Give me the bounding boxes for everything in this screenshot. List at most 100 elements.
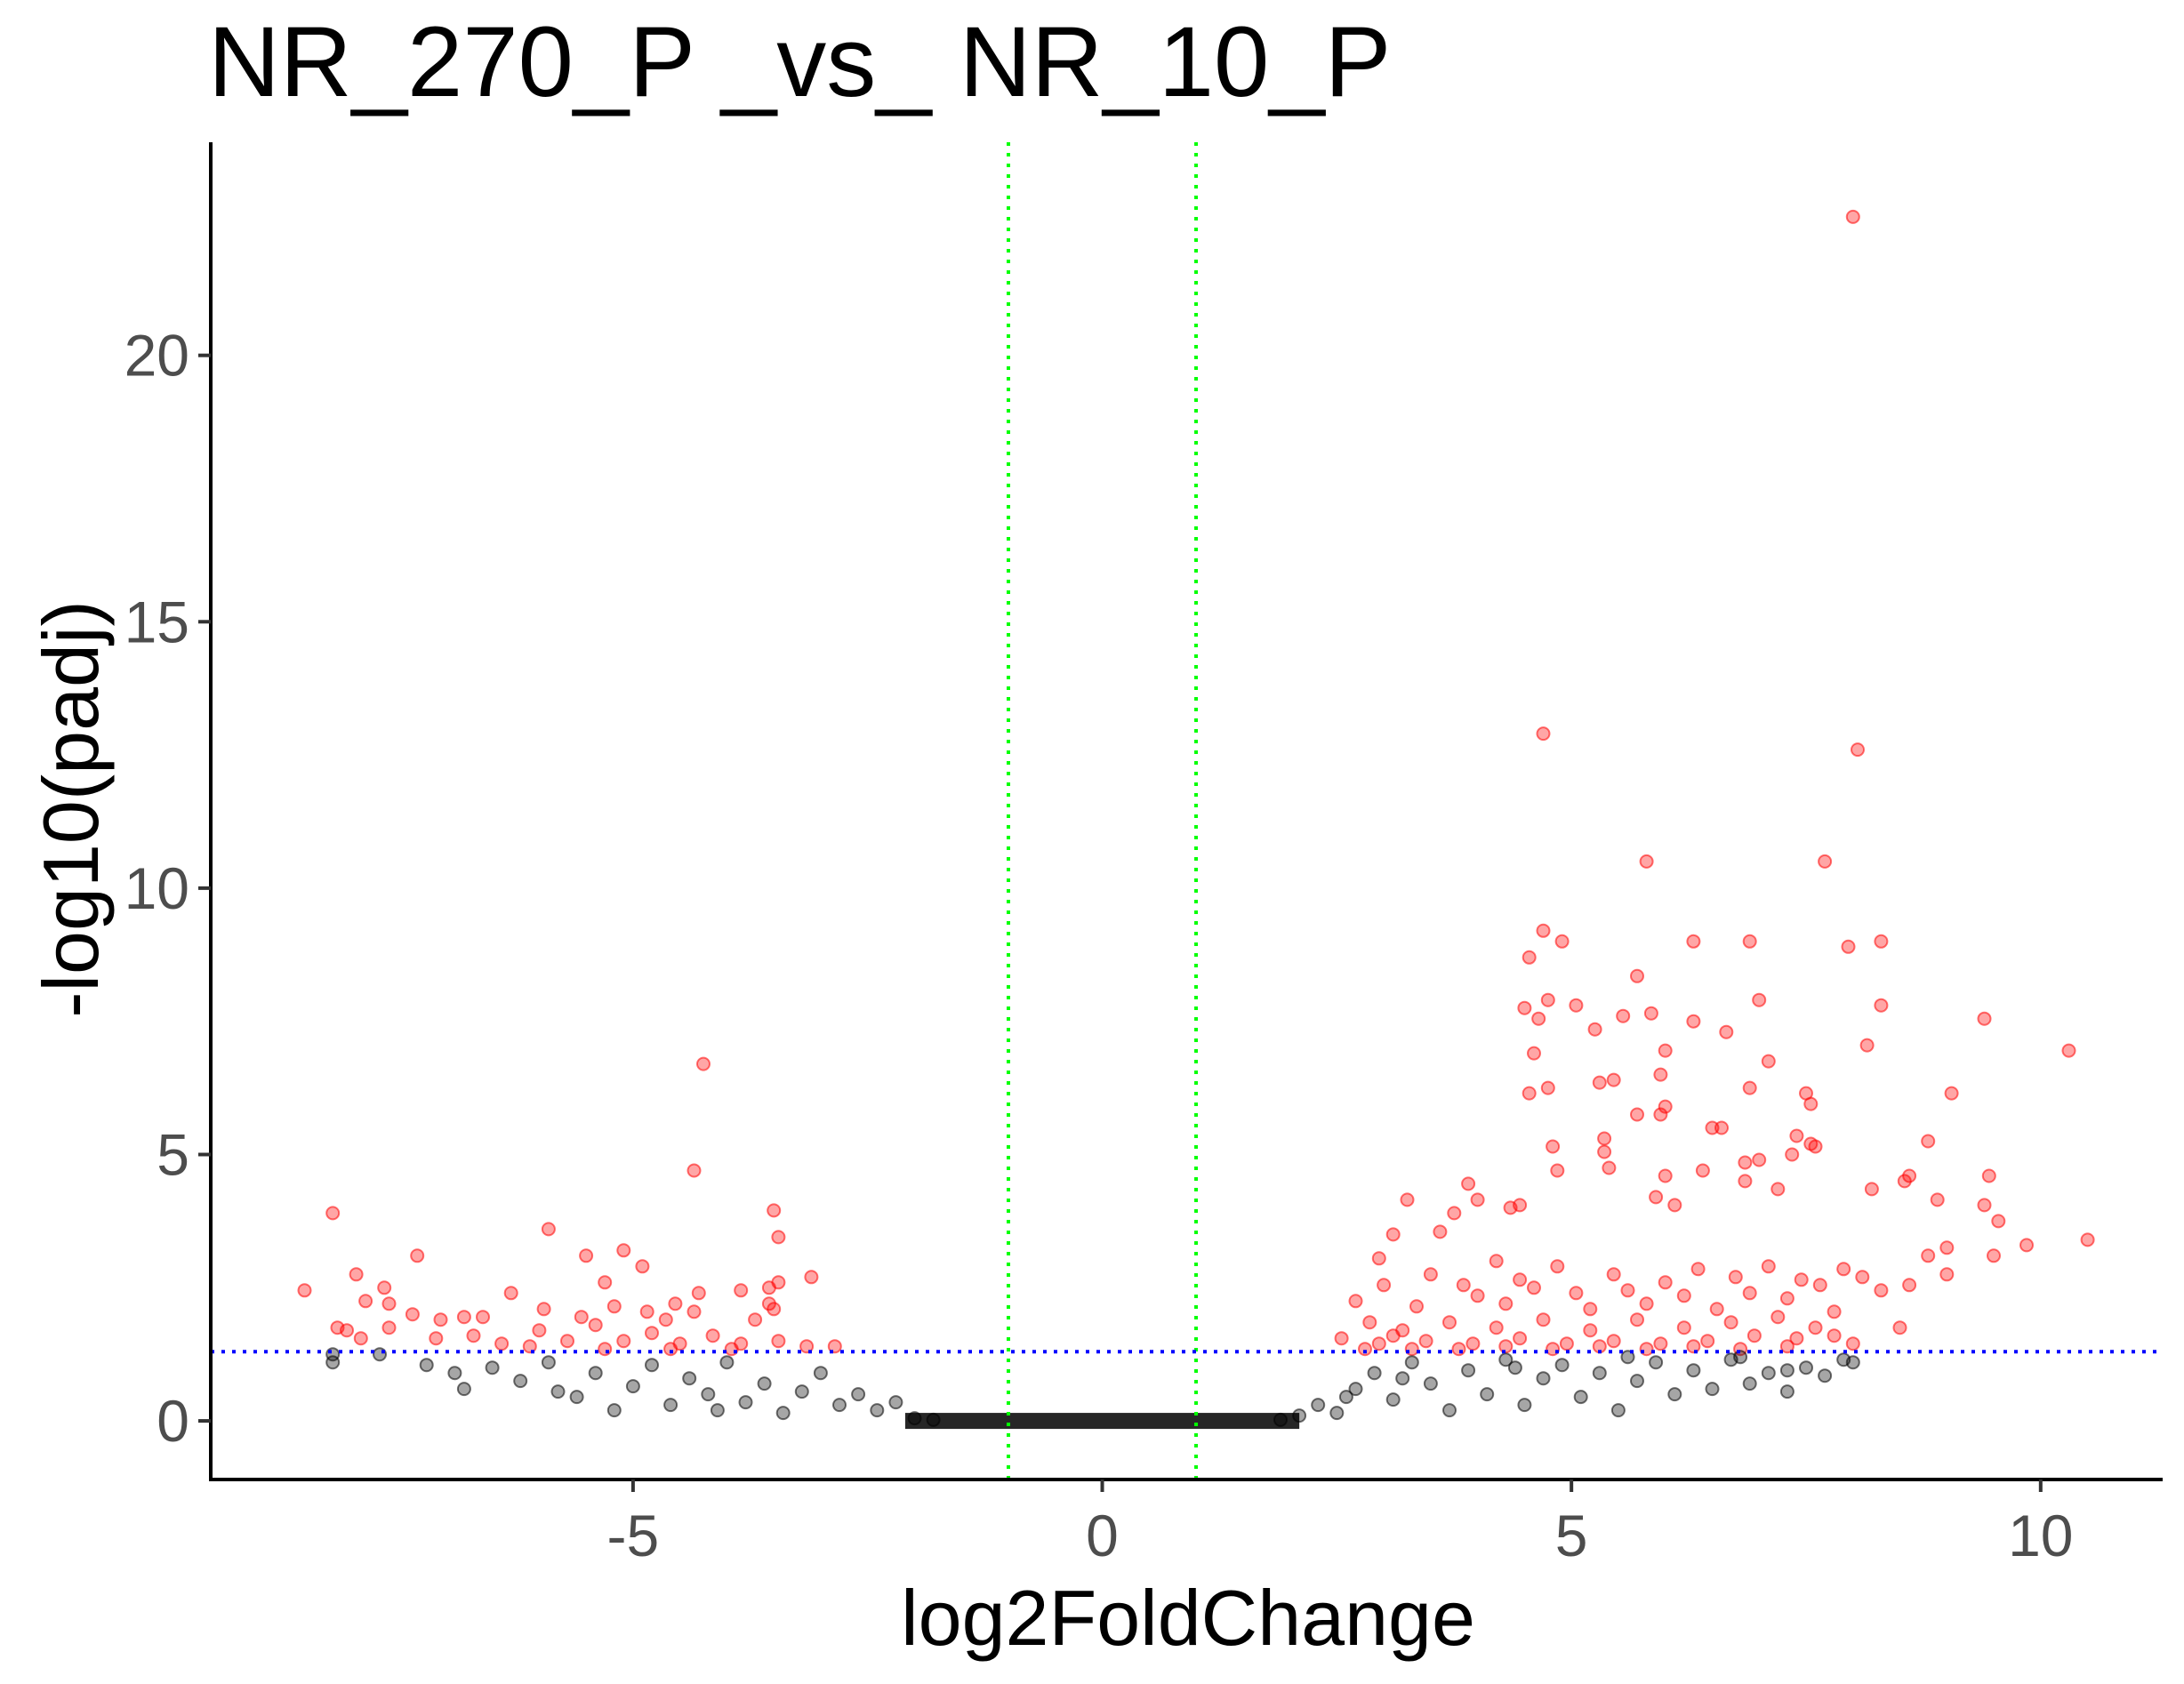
y-axis-title: -log10(padj) [27,600,115,1018]
data-point-significant [1569,998,1584,1013]
data-point-not-significant [1480,1387,1495,1402]
data-point-significant [1606,1334,1621,1349]
data-point-significant [536,1302,551,1317]
data-point-significant [1461,1176,1476,1191]
data-point-not-significant [1742,1376,1757,1391]
data-point-significant [1818,854,1833,869]
data-point-significant [377,1280,392,1295]
data-point-significant [1700,1334,1715,1349]
data-point-significant [1987,1248,2001,1263]
data-point-significant [1686,934,1701,949]
data-point-not-significant [1507,1360,1522,1375]
data-point-not-significant [1733,1350,1748,1365]
data-point-not-significant [1385,1392,1401,1407]
data-point-significant [1921,1134,1936,1149]
data-point-not-significant [907,1411,922,1426]
data-point-significant [1874,998,1889,1013]
data-point-not-significant [1620,1350,1635,1365]
data-point-significant [1892,1320,1907,1335]
data-point-not-significant [588,1366,603,1381]
data-point-significant [748,1312,763,1327]
data-point-significant [1977,1011,1992,1026]
data-point-significant [2080,1232,2095,1247]
data-point-significant [1569,1286,1584,1301]
data-point-significant [1902,1278,1917,1293]
data-point-significant [476,1310,490,1325]
data-point-not-significant [645,1358,659,1373]
data-point-significant [1658,1099,1673,1114]
data-point-not-significant [513,1374,528,1389]
data-point-significant [1944,1086,1959,1101]
data-point-not-significant [447,1366,462,1381]
data-point-not-significant [1818,1368,1833,1383]
data-point-significant [1779,1339,1795,1354]
data-point-significant [1714,1120,1729,1135]
data-point-not-significant [1705,1382,1720,1397]
y-tick-label: 15 [124,589,189,654]
data-point-significant [1465,1336,1481,1351]
data-point-significant [1358,1342,1372,1357]
data-point-significant [1812,1278,1827,1293]
data-point-significant [1719,1024,1734,1039]
data-point-significant [297,1283,312,1298]
data-point-not-significant [1395,1371,1410,1386]
data-point-not-significant [888,1395,903,1410]
data-point-significant [1827,1304,1842,1319]
data-point-not-significant [1686,1363,1701,1378]
data-point-significant [1709,1302,1724,1317]
chart-title: NR_270_P _vs_ NR_10_P [208,6,1391,117]
data-point-significant [1779,1291,1795,1306]
data-point-not-significant [541,1355,556,1370]
data-point-not-significant [1554,1358,1570,1373]
data-point-not-significant [1779,1384,1795,1399]
data-point-significant [1371,1251,1386,1266]
baseline-point-band [904,1413,1300,1430]
data-point-significant [1864,1182,1879,1197]
data-point-significant [1695,1163,1710,1178]
data-point-significant [1658,1043,1673,1058]
data-point-significant [1442,1315,1457,1330]
data-point-significant [1536,1312,1551,1327]
data-point-significant [381,1320,397,1335]
data-point-not-significant [1845,1355,1860,1370]
data-point-significant [1686,1339,1701,1354]
data-point-not-significant [1498,1352,1514,1367]
data-point-not-significant [794,1384,809,1399]
data-point-significant [1653,1107,1668,1122]
data-point-significant [1554,934,1570,949]
data-point-significant [1752,992,1767,1007]
data-point-significant [1540,1080,1555,1095]
data-point-significant [588,1318,603,1333]
data-point-significant [598,1275,613,1290]
data-point-significant [1653,1336,1668,1351]
data-point-not-significant [1573,1390,1588,1405]
data-point-significant [1433,1224,1448,1239]
data-point-significant [606,1299,622,1314]
data-point-significant [1597,1131,1612,1146]
data-point-significant [767,1203,782,1218]
data-point-significant [663,1342,678,1357]
data-point-significant [1371,1336,1386,1351]
data-point-significant [1348,1294,1363,1309]
data-point-significant [1752,1152,1767,1167]
data-point-significant [1738,1155,1753,1170]
data-point-significant [1939,1240,1955,1255]
data-point-significant [466,1328,481,1343]
data-point-not-significant [1423,1376,1438,1391]
data-point-significant [1616,1008,1631,1023]
data-point-significant [1395,1323,1410,1338]
data-point-significant [1592,1075,1607,1090]
data-point-significant [1639,1296,1654,1311]
y-tick-label: 0 [157,1388,189,1454]
data-point-not-significant [569,1390,584,1405]
data-point-significant [1859,1038,1875,1053]
data-point-not-significant [1367,1366,1382,1381]
data-point-not-significant [710,1403,725,1418]
data-point-significant [2019,1238,2034,1253]
data-point-significant [1991,1214,2006,1229]
data-point-significant [1930,1192,1945,1207]
x-tick-label: -5 [607,1503,660,1568]
data-point-not-significant [625,1379,640,1394]
x-tick-label: 10 [2008,1503,2073,1568]
